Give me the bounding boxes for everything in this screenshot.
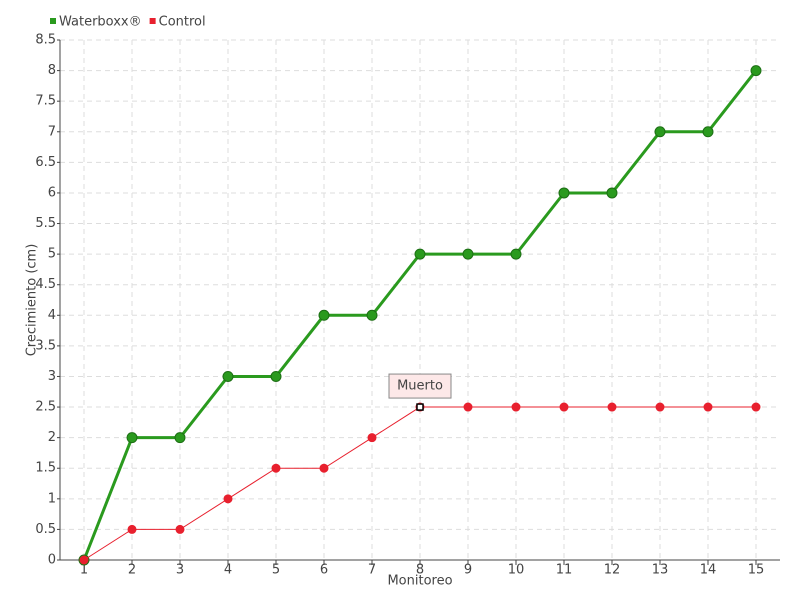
y-tick-label: 7 xyxy=(48,124,56,139)
x-tick-label: 5 xyxy=(272,563,280,578)
data-point xyxy=(750,65,762,77)
x-tick-label: 7 xyxy=(368,563,376,578)
y-tick-label: 0.5 xyxy=(35,522,56,537)
x-tick-label: 10 xyxy=(508,563,525,578)
y-tick-label: 3 xyxy=(48,369,56,384)
data-point xyxy=(511,402,521,412)
y-tick-label: 6.5 xyxy=(35,155,56,170)
annotation-box xyxy=(388,373,452,399)
x-tick-label: 3 xyxy=(176,563,184,578)
y-tick-label: 1 xyxy=(48,491,56,506)
y-tick-label: 8.5 xyxy=(35,33,56,48)
data-point xyxy=(654,126,666,138)
annotation-text: Muerto xyxy=(397,379,443,394)
data-point xyxy=(222,370,234,382)
y-tick-label: 6 xyxy=(48,185,56,200)
legend-label: Control xyxy=(159,15,206,30)
data-point xyxy=(366,309,378,321)
y-axis-label: Crecimiento (cm) xyxy=(25,244,40,357)
x-tick-label: 12 xyxy=(604,563,621,578)
x-tick-label: 15 xyxy=(748,563,765,578)
x-tick-label: 2 xyxy=(128,563,136,578)
data-point xyxy=(270,370,282,382)
data-point xyxy=(702,126,714,138)
y-tick-label: 1.5 xyxy=(35,461,56,476)
data-point xyxy=(318,309,330,321)
data-point xyxy=(607,402,617,412)
y-tick-label: 4 xyxy=(48,308,56,323)
y-tick-label: 8 xyxy=(48,63,56,78)
data-point xyxy=(79,555,89,565)
data-point xyxy=(127,524,137,534)
y-tick-label: 4.5 xyxy=(35,277,56,292)
legend-swatch xyxy=(50,18,56,24)
data-point xyxy=(175,524,185,534)
data-point xyxy=(559,402,569,412)
x-tick-label: 9 xyxy=(464,563,472,578)
data-point xyxy=(223,494,233,504)
y-tick-label: 7.5 xyxy=(35,94,56,109)
data-point xyxy=(558,187,570,199)
x-tick-label: 1 xyxy=(80,563,88,578)
x-tick-label: 8 xyxy=(416,563,424,578)
data-point xyxy=(462,248,474,260)
data-point xyxy=(463,402,473,412)
data-point xyxy=(751,402,761,412)
data-point xyxy=(655,402,665,412)
x-tick-label: 4 xyxy=(224,563,232,578)
legend-label: Waterboxx® xyxy=(59,15,142,30)
y-tick-label: 5.5 xyxy=(35,216,56,231)
y-tick-label: 2 xyxy=(48,430,56,445)
data-point xyxy=(606,187,618,199)
data-point xyxy=(174,432,186,444)
data-point xyxy=(126,432,138,444)
y-tick-label: 2.5 xyxy=(35,400,56,415)
data-point xyxy=(367,433,377,443)
legend-swatch xyxy=(149,18,156,24)
x-tick-label: 14 xyxy=(700,563,717,578)
data-point xyxy=(703,402,713,412)
x-axis-label: Monitoreo xyxy=(387,574,452,589)
y-tick-label: 3.5 xyxy=(35,338,56,353)
x-tick-label: 11 xyxy=(556,563,573,578)
x-tick-label: 13 xyxy=(652,563,669,578)
annotation-marker xyxy=(416,403,424,411)
x-tick-label: 6 xyxy=(320,563,328,578)
data-point xyxy=(510,248,522,260)
data-point xyxy=(414,248,426,260)
data-point xyxy=(271,463,281,473)
data-point xyxy=(319,463,329,473)
y-tick-label: 5 xyxy=(48,247,56,262)
y-tick-label: 0 xyxy=(48,553,56,568)
